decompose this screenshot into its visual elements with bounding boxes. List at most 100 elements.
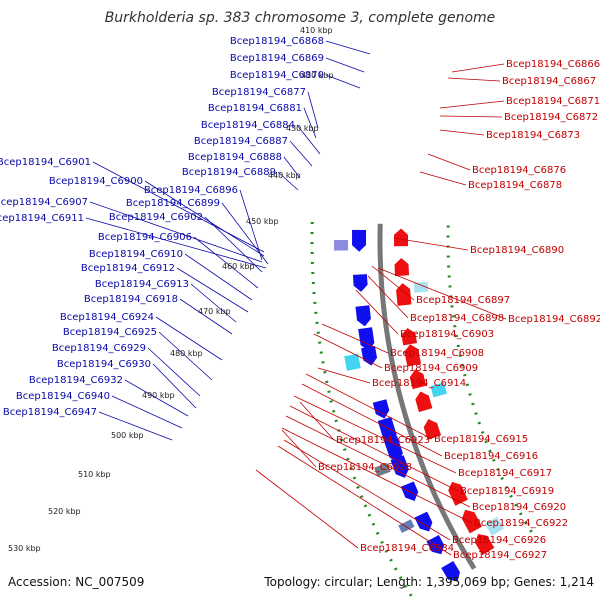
reverse-gene-label: Bcep18194_C6872 xyxy=(504,112,598,123)
leader-line xyxy=(144,180,265,257)
kbp-tick-label: 470 kbp xyxy=(198,307,231,316)
reverse-gene-arrow xyxy=(404,344,422,367)
forward-gene-arrow xyxy=(400,481,419,501)
leader-line xyxy=(305,373,433,440)
scale-dotted-ring-2 xyxy=(446,225,534,534)
leader-line xyxy=(303,107,317,139)
genome-backbone xyxy=(377,223,477,570)
reverse-gene-arrow xyxy=(475,533,495,556)
reverse-gene-arrow xyxy=(394,228,409,247)
reverse-gene-arrow xyxy=(461,509,483,534)
reverse-gene-label: Bcep18194_C6878 xyxy=(468,180,562,191)
leader-line xyxy=(439,100,505,109)
leader-line xyxy=(85,217,267,269)
reverse-gene-label: Bcep18194_C6915 xyxy=(434,434,528,445)
kbp-ticks: 410 kbp 420 kbp 430 kbp 440 kbp 450 kbp 460 k… xyxy=(8,26,334,553)
reverse-gene-label: Bcep18194_C6873 xyxy=(486,130,580,141)
forward-gene-label: Bcep18194_C6932 xyxy=(29,375,123,386)
leader-line xyxy=(289,140,313,167)
leader-line xyxy=(193,236,259,289)
kbp-tick-label: 410 kbp xyxy=(300,26,333,35)
reverse-gene-label: Bcep18194_C6926 xyxy=(452,535,546,546)
leader-line xyxy=(277,445,452,556)
reverse-gene-label: Bcep18194_C6920 xyxy=(472,502,566,513)
kbp-tick-label: 530 kbp xyxy=(8,544,41,553)
label-leader-lines xyxy=(85,40,507,556)
feature-tile xyxy=(430,382,447,398)
accession-text: Accession: NC_007509 xyxy=(8,575,144,589)
forward-gene-label: Bcep18194_C6947 xyxy=(3,407,97,418)
forward-gene-arrow xyxy=(355,305,371,327)
forward-gene-label: Bcep18194_C6929 xyxy=(52,343,146,354)
kbp-tick-label: 500 kbp xyxy=(111,431,144,440)
forward-gene-label: Bcep18194_C6896 xyxy=(144,185,238,196)
forward-gene-label: Bcep18194_C6925 xyxy=(63,327,157,338)
forward-gene-label: Bcep18194_C6889 xyxy=(182,167,276,178)
leader-line xyxy=(325,57,365,73)
reverse-gene-label: Bcep18194_C6867 xyxy=(502,76,596,87)
feature-tile xyxy=(374,462,391,477)
kbp-tick-label: 520 kbp xyxy=(48,507,81,516)
forward-gene-arrow xyxy=(377,417,397,444)
reverse-gene-label: Bcep18194_C6917 xyxy=(458,468,552,479)
leader-line xyxy=(277,171,299,191)
reverse-gene-label: Bcep18194_C6928 xyxy=(318,462,412,473)
leader-line xyxy=(285,415,471,508)
reverse-gene-label: Bcep18194_C6871 xyxy=(506,96,600,107)
leader-line xyxy=(439,115,503,118)
feature-tile xyxy=(334,240,349,251)
forward-gene-label: Bcep18194_C6912 xyxy=(81,263,175,274)
reverse-gene-arrow xyxy=(448,481,468,506)
reverse-gene-arrow xyxy=(401,327,418,346)
forward-gene-label: Bcep18194_C6902 xyxy=(109,212,203,223)
leader-line xyxy=(239,189,263,261)
forward-gene-label: Bcep18194_C6907 xyxy=(0,197,88,208)
forward-gene-label: Bcep18194_C6910 xyxy=(89,249,183,260)
leader-line xyxy=(451,63,505,73)
reverse-gene-label: Bcep18194_C6866 xyxy=(506,59,600,70)
kbp-tick-label: 490 kbp xyxy=(142,391,175,400)
forward-gene-arrow xyxy=(352,229,367,252)
leader-line xyxy=(147,347,201,397)
feature-tile xyxy=(344,353,361,371)
leader-line xyxy=(92,161,265,253)
forward-gene-label: Bcep18194_C6884 xyxy=(201,120,295,131)
leader-line xyxy=(155,316,223,361)
forward-gene-arrow xyxy=(361,345,378,366)
reverse-gene-label: Bcep18194_C6934 xyxy=(360,543,454,554)
forward-gene-arrow xyxy=(390,455,409,478)
leader-line xyxy=(317,367,371,384)
kbp-tick-label: 510 kbp xyxy=(78,470,111,479)
reverse-gene-label: Bcep18194_C6922 xyxy=(474,518,568,529)
kbp-tick-label: 440 kbp xyxy=(268,171,301,180)
reverse-gene-label: Bcep18194_C6919 xyxy=(460,486,554,497)
forward-gene-arrow xyxy=(426,535,445,555)
leader-line xyxy=(89,201,263,263)
reverse-gene-label: Bcep18194_C6927 xyxy=(453,550,547,561)
kbp-tick-label: 480 kbp xyxy=(170,349,203,358)
leader-line xyxy=(367,275,409,319)
leader-line xyxy=(307,91,319,129)
forward-gene-label: Bcep18194_C6913 xyxy=(95,279,189,290)
reverse-gene-label: Bcep18194_C6890 xyxy=(470,245,564,256)
leader-line xyxy=(355,289,399,335)
forward-gene-arrow xyxy=(414,511,433,532)
leader-line xyxy=(283,156,301,179)
leader-line xyxy=(313,333,383,369)
leader-line xyxy=(98,411,173,441)
kbp-tick-label: 430 kbp xyxy=(286,124,319,133)
leader-line xyxy=(439,129,485,136)
reverse-gene-arrow xyxy=(394,258,410,277)
leader-line xyxy=(176,267,249,313)
leader-line xyxy=(111,395,183,429)
scale-dotted-ring-1 xyxy=(310,221,416,600)
kbp-tick-label: 450 kbp xyxy=(246,217,279,226)
genome-rings xyxy=(310,221,534,600)
forward-gene-label: Bcep18194_C6930 xyxy=(57,359,151,370)
forward-gene-arrow xyxy=(358,327,375,351)
leader-line xyxy=(124,379,189,417)
reverse-gene-label: Bcep18194_C6923 xyxy=(336,435,430,446)
forward-gene-label: Bcep18194_C6918 xyxy=(84,294,178,305)
feature-tile xyxy=(413,281,429,293)
